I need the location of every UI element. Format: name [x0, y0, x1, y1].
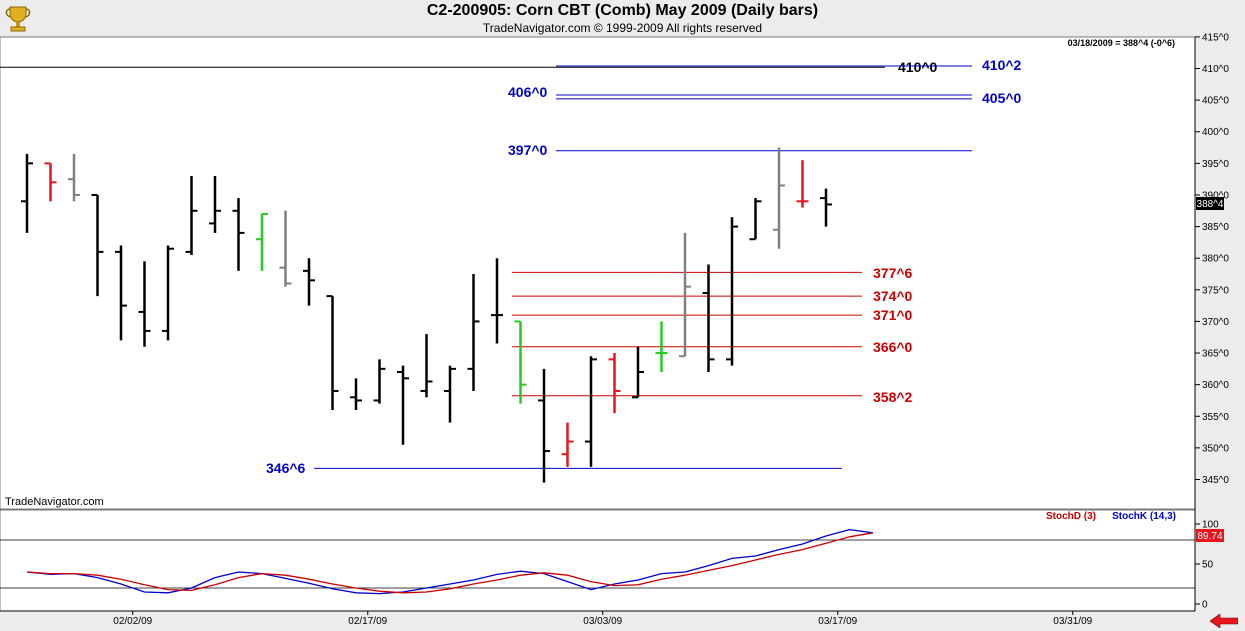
y-tick-label: 410^0 [1202, 64, 1229, 75]
last-price-box [1196, 197, 1224, 210]
stoch-last-box [1196, 529, 1224, 542]
price-bar [702, 264, 715, 373]
y-tick-label: 395^0 [1202, 159, 1229, 170]
price-bar [608, 353, 621, 414]
price-bar [420, 334, 433, 398]
level-label-10: 346^6 [266, 460, 306, 476]
price-bar [138, 261, 151, 347]
stoch-series-line [26, 532, 874, 594]
trophy-logo-icon [5, 6, 31, 32]
price-bar [773, 147, 785, 249]
y-tick-label: 415^0 [1202, 32, 1229, 43]
price-bar [632, 346, 644, 399]
stoch-series-line [26, 528, 874, 595]
price-bar [585, 356, 597, 467]
x-tick-label: 03/03/09 [583, 616, 622, 627]
x-tick-label: 03/31/09 [1053, 616, 1092, 627]
price-bar [444, 365, 456, 423]
y-tick-label: 345^0 [1202, 475, 1229, 486]
price-bar [467, 274, 480, 391]
y-tick-label: 355^0 [1202, 412, 1229, 423]
level-label-0: 410^0 [898, 59, 938, 75]
stoch-y-tick-label: 50 [1202, 560, 1214, 571]
y-tick-label: 365^0 [1202, 349, 1229, 360]
price-panel [0, 36, 1196, 510]
price-bar [209, 175, 221, 233]
watermark: TradeNavigator.com [5, 496, 104, 508]
x-tick-label: 03/17/09 [818, 616, 857, 627]
stochd-legend: StochD (3) [1046, 511, 1096, 522]
back-arrow-icon[interactable] [1210, 614, 1238, 628]
price-bar [561, 422, 574, 467]
price-bar [726, 217, 738, 366]
level-label-4: 397^0 [508, 142, 548, 158]
price-bar [115, 245, 127, 341]
price-bar [655, 321, 668, 373]
chart-subtitle: TradeNavigator.com © 1999-2009 All right… [482, 21, 763, 35]
level-label-2: 406^0 [508, 84, 548, 100]
y-tick-label: 370^0 [1202, 317, 1229, 328]
y-tick-label: 375^0 [1202, 285, 1229, 296]
level-label-9: 358^2 [873, 389, 913, 405]
y-tick-label: 380^0 [1202, 254, 1229, 265]
level-label-7: 371^0 [873, 307, 913, 323]
price-bar [279, 210, 292, 287]
price-bar [514, 320, 527, 404]
y-tick-label: 405^0 [1202, 96, 1229, 107]
price-bar [373, 359, 386, 404]
level-label-5: 377^6 [873, 265, 913, 281]
y-tick-label: 390^0 [1202, 190, 1229, 201]
price-bar [303, 258, 315, 306]
stochk-legend: StochK (14,3) [1112, 511, 1176, 522]
price-bar [232, 198, 245, 271]
x-tick-label: 02/17/09 [348, 616, 387, 627]
price-bar [397, 365, 409, 445]
level-label-1: 410^2 [982, 57, 1022, 73]
price-bar [21, 153, 33, 233]
last-price-label: 388^4 [1197, 199, 1224, 210]
level-label-3: 405^0 [982, 90, 1022, 106]
stochastic-panel [0, 509, 1196, 612]
level-label-6: 374^0 [873, 288, 913, 304]
y-tick-label: 400^0 [1202, 127, 1229, 138]
price-bar [326, 295, 339, 410]
price-bar [796, 160, 809, 208]
price-bar [68, 153, 80, 202]
price-bar [91, 193, 104, 297]
price-bar [350, 378, 362, 410]
y-tick-label: 360^0 [1202, 380, 1229, 391]
price-bar [679, 232, 691, 358]
stoch-last-label: 89.74 [1197, 531, 1222, 542]
stoch-y-tick-label: 0 [1202, 600, 1208, 611]
chart-title: C2-200905: Corn CBT (Comb) May 2009 (Dai… [426, 2, 819, 19]
price-bar [538, 368, 550, 483]
price-bar [256, 212, 268, 271]
price-bar [820, 188, 832, 227]
price-bar [749, 198, 762, 241]
price-bar [185, 175, 198, 256]
stoch-y-tick-label: 100 [1202, 520, 1219, 531]
info-line: 03/18/2009 = 388^4 (-0^6) [1068, 38, 1175, 48]
level-label-8: 366^0 [873, 339, 913, 355]
y-tick-label: 385^0 [1202, 222, 1229, 233]
x-tick-label: 02/02/09 [113, 616, 152, 627]
price-bar [491, 258, 503, 344]
x-axis-strip [0, 611, 1195, 631]
price-bar [44, 162, 57, 202]
y-tick-label: 350^0 [1202, 443, 1229, 454]
price-bar [162, 245, 174, 341]
